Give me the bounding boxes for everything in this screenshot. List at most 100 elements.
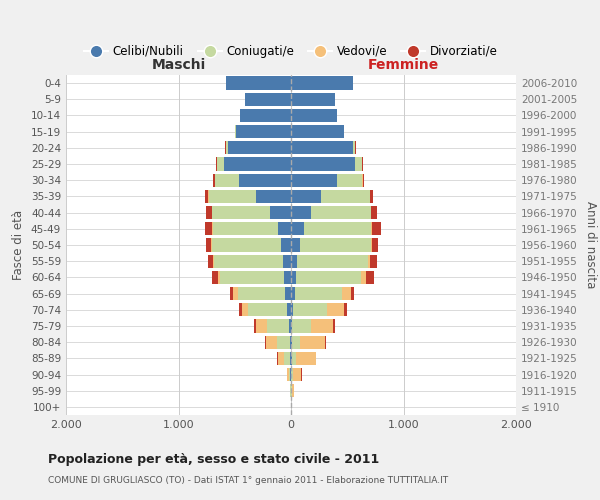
Bar	[289, 320, 291, 332]
Bar	[226, 76, 291, 90]
Bar	[242, 303, 248, 316]
Bar	[212, 270, 218, 284]
Bar	[205, 222, 212, 235]
Bar	[291, 222, 304, 235]
Bar	[291, 158, 355, 170]
Bar	[277, 352, 284, 365]
Bar	[291, 238, 300, 252]
Bar	[291, 76, 353, 90]
Bar	[291, 303, 293, 316]
Bar	[233, 287, 238, 300]
Bar	[230, 287, 233, 300]
Bar	[214, 222, 277, 235]
Bar	[370, 254, 377, 268]
Bar	[267, 320, 289, 332]
Bar	[277, 336, 290, 349]
Bar	[212, 206, 269, 220]
Bar	[295, 287, 342, 300]
Bar	[370, 190, 373, 203]
Bar	[311, 206, 371, 220]
Bar	[212, 238, 281, 252]
Bar	[304, 222, 371, 235]
Bar	[297, 254, 368, 268]
Y-axis label: Anni di nascita: Anni di nascita	[584, 202, 597, 288]
Bar	[226, 141, 228, 154]
Bar	[293, 368, 301, 381]
Bar	[289, 368, 290, 381]
Bar	[284, 352, 290, 365]
Bar	[281, 238, 291, 252]
Bar	[266, 336, 277, 349]
Bar	[368, 254, 370, 268]
Bar	[366, 270, 374, 284]
Bar	[325, 336, 326, 349]
Bar	[290, 336, 291, 349]
Bar	[217, 158, 223, 170]
Bar	[265, 336, 266, 349]
Bar	[311, 320, 333, 332]
Bar	[291, 174, 337, 187]
Bar	[292, 352, 296, 365]
Bar	[291, 320, 292, 332]
Bar	[256, 190, 291, 203]
Bar	[287, 303, 291, 316]
Bar	[342, 287, 352, 300]
Bar	[218, 270, 220, 284]
Bar	[291, 287, 295, 300]
Bar	[245, 92, 291, 106]
Bar	[355, 158, 362, 170]
Bar	[292, 320, 311, 332]
Bar	[361, 270, 366, 284]
Bar	[290, 352, 291, 365]
Bar	[286, 287, 291, 300]
Bar	[211, 238, 212, 252]
Bar	[215, 174, 239, 187]
Bar	[228, 141, 291, 154]
Text: Popolazione per età, sesso e stato civile - 2011: Popolazione per età, sesso e stato civil…	[48, 452, 379, 466]
Text: COMUNE DI GRUGLIASCO (TO) - Dati ISTAT 1° gennaio 2011 - Elaborazione TUTTITALIA: COMUNE DI GRUGLIASCO (TO) - Dati ISTAT 1…	[48, 476, 448, 485]
Bar	[277, 222, 291, 235]
Bar	[269, 206, 291, 220]
Bar	[223, 158, 291, 170]
Bar	[284, 270, 291, 284]
Bar	[372, 238, 378, 252]
Bar	[206, 238, 211, 252]
Bar	[291, 352, 292, 365]
Bar	[291, 141, 353, 154]
Bar	[238, 287, 286, 300]
Bar	[212, 222, 214, 235]
Y-axis label: Fasce di età: Fasce di età	[13, 210, 25, 280]
Bar	[352, 287, 354, 300]
Bar	[292, 384, 294, 398]
Bar	[291, 270, 296, 284]
Bar	[371, 206, 377, 220]
Bar	[373, 222, 381, 235]
Bar	[291, 109, 337, 122]
Bar	[239, 303, 242, 316]
Bar	[353, 141, 355, 154]
Bar	[296, 352, 316, 365]
Bar	[333, 320, 335, 332]
Bar	[296, 270, 361, 284]
Bar	[322, 190, 370, 203]
Bar	[248, 303, 287, 316]
Bar	[206, 206, 212, 220]
Bar	[213, 254, 214, 268]
Bar	[291, 190, 322, 203]
Bar	[337, 174, 362, 187]
Bar	[327, 303, 344, 316]
Bar	[212, 174, 215, 187]
Bar	[254, 320, 256, 332]
Bar	[239, 174, 291, 187]
Text: Maschi: Maschi	[151, 58, 206, 71]
Bar	[283, 254, 291, 268]
Bar	[301, 336, 325, 349]
Bar	[216, 158, 217, 170]
Bar	[291, 254, 297, 268]
Legend: Celibi/Nubili, Coniugati/e, Vedovi/e, Divorziati/e: Celibi/Nubili, Coniugati/e, Vedovi/e, Di…	[80, 40, 502, 62]
Bar	[292, 336, 301, 349]
Bar	[371, 238, 372, 252]
Bar	[236, 125, 291, 138]
Bar	[293, 303, 327, 316]
Bar	[291, 336, 292, 349]
